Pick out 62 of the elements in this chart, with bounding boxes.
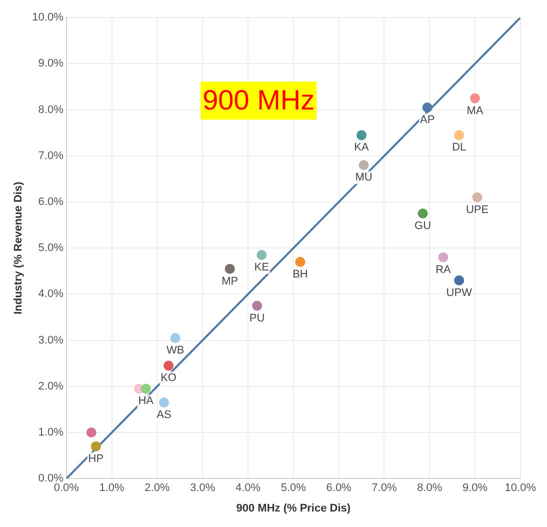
x-tick-label: 8.0% [417,482,442,494]
x-tick-label: 0.0% [54,482,80,494]
point [418,208,428,219]
x-tick-label: 4.0% [235,482,261,494]
y-tick-label: 6.0% [38,196,64,208]
point [358,160,369,170]
point [170,332,180,343]
x-tick-label: 7.0% [372,482,397,494]
x-tick-label: 2.0% [144,482,170,494]
annotation: DL [452,142,466,154]
y-tick-label: 5.0% [38,242,64,254]
point [252,300,262,311]
point [140,384,151,394]
y-tick-label: 7.0% [38,150,64,162]
x-tick-label: 6.0% [326,482,352,494]
y-tick-label: 9.0% [38,58,64,70]
x-tick-label: 3.0% [190,482,216,494]
y-tick-label: 10.0% [32,12,64,24]
annotation: UPW [446,286,473,299]
y-tick-label: 4.0% [38,288,64,300]
annotation: MU [355,172,372,184]
point [86,428,96,438]
point [356,130,366,140]
point [159,398,170,408]
y-axis-title: Industry (% Revenue Dis) [12,181,25,314]
point [422,102,432,112]
annotation: UPE [466,204,489,216]
point [164,360,174,371]
point [224,264,235,274]
point [470,93,480,104]
text: 900 MHz [202,84,315,116]
point [438,252,448,262]
x-tick-label: 9.0% [462,482,488,494]
x-tick-label: 5.0% [280,482,306,494]
annotation: RA [436,264,452,276]
annotation: HA [138,395,154,408]
x-tick-label: 1.0% [99,482,125,494]
annotation: MA [466,104,484,117]
annotation: HP [88,452,104,465]
y-tick-label: 2.0% [38,380,64,392]
x-axis-title: 900 MHz (% Price Dis) [236,502,351,514]
annotation: BH [292,268,308,280]
annotation: AP [420,114,435,126]
y-tick-label: 0.0% [38,472,64,485]
y-tick-label: 1.0% [38,426,64,439]
y-tick-label: 8.0% [38,104,64,116]
y-tick-label: 3.0% [38,334,64,346]
point [472,192,482,202]
annotation: KO [160,372,177,384]
point [256,250,267,260]
point [454,130,464,140]
annotation: AS [156,409,172,422]
annotation: GU [414,220,432,232]
point [454,275,464,286]
annotation: KA [354,142,370,154]
x-tick-label: 10.0% [504,482,536,494]
annotation: WB [166,344,184,357]
annotation: KE [254,262,269,274]
point [295,256,306,267]
annotation: MP [222,275,238,288]
annotation: PU [249,312,265,324]
point [90,441,101,452]
